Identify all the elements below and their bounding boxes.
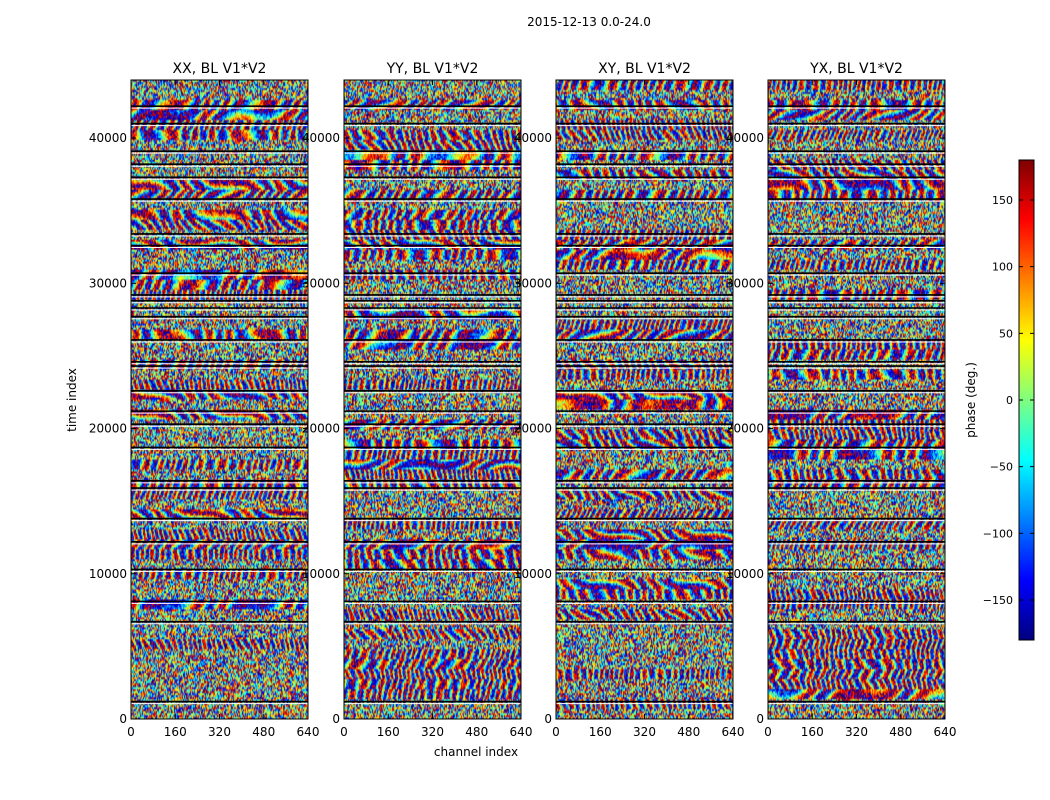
y-tick-label: 40000 <box>726 131 764 145</box>
y-tick-label: 40000 <box>89 131 127 145</box>
x-tick-label: 640 <box>297 725 320 739</box>
y-tick-label: 10000 <box>302 567 340 581</box>
colorbar-label: phase (deg.) <box>964 362 978 438</box>
x-tick-label: 640 <box>934 725 957 739</box>
colorbar-tick-label: 100 <box>992 261 1013 274</box>
figure-suptitle: 2015-12-13 0.0-24.0 <box>527 15 651 29</box>
x-tick-label: 320 <box>208 725 231 739</box>
x-axis-label: channel index <box>434 745 518 759</box>
x-tick-label: 160 <box>801 725 824 739</box>
x-tick-label: 0 <box>552 725 560 739</box>
panel-1: YY, BL V1*V2 0 160 320 480 640 0 10000 20000 3000… <box>302 61 533 739</box>
heatmap-image-2 <box>556 80 733 719</box>
y-axis-label: time index <box>65 368 79 432</box>
panel-3: YX, BL V1*V2 0 160 320 480 640 0 10000 20000 3000… <box>726 61 957 739</box>
panel-title: XX, BL V1*V2 <box>173 61 267 77</box>
x-tick-label: 0 <box>764 725 772 739</box>
x-tick-label: 320 <box>845 725 868 739</box>
x-tick-label: 160 <box>377 725 400 739</box>
y-tick-label: 40000 <box>302 131 340 145</box>
colorbar-tick-label: −50 <box>990 461 1013 474</box>
colorbar-tick-label: −100 <box>983 527 1013 540</box>
y-tick-label: 30000 <box>514 276 552 290</box>
x-tick-label: 320 <box>633 725 656 739</box>
x-tick-label: 480 <box>677 725 700 739</box>
y-tick-label: 20000 <box>302 422 340 436</box>
heatmap-panels: XX, BL V1*V2 0 160 320 480 640 0 10000 20000 3000… <box>89 61 957 739</box>
y-tick-label: 20000 <box>514 422 552 436</box>
y-tick-label: 30000 <box>302 276 340 290</box>
colorbar: −150 −100 −50 0 50 100 150 <box>983 159 1035 641</box>
colorbar-tick-label: 0 <box>1006 394 1013 407</box>
x-tick-label: 0 <box>127 725 135 739</box>
y-tick-label: 10000 <box>514 567 552 581</box>
x-tick-label: 320 <box>421 725 444 739</box>
panel-title: XY, BL V1*V2 <box>598 61 691 77</box>
heatmap-image-3 <box>768 80 945 719</box>
x-tick-label: 480 <box>465 725 488 739</box>
y-tick-label: 10000 <box>89 567 127 581</box>
y-tick-label: 0 <box>756 712 764 726</box>
x-tick-label: 480 <box>889 725 912 739</box>
panel-0: XX, BL V1*V2 0 160 320 480 640 0 10000 20000 3000… <box>89 61 320 739</box>
y-tick-label: 0 <box>544 712 552 726</box>
colorbar-tick-label: 150 <box>992 194 1013 207</box>
y-tick-label: 20000 <box>89 422 127 436</box>
heatmap-image-0 <box>131 80 308 719</box>
y-tick-label: 40000 <box>514 131 552 145</box>
x-tick-label: 160 <box>589 725 612 739</box>
x-tick-label: 640 <box>510 725 533 739</box>
colorbar-tick-label: −150 <box>983 594 1013 607</box>
heatmap-image-1 <box>344 80 521 719</box>
colorbar-tick-label: 50 <box>999 327 1013 340</box>
panel-title: YX, BL V1*V2 <box>809 61 903 77</box>
x-tick-label: 160 <box>164 725 187 739</box>
y-tick-label: 10000 <box>726 567 764 581</box>
y-tick-label: 20000 <box>726 422 764 436</box>
x-tick-label: 480 <box>252 725 275 739</box>
x-tick-label: 640 <box>722 725 745 739</box>
y-tick-label: 30000 <box>89 276 127 290</box>
y-tick-label: 0 <box>119 712 127 726</box>
y-tick-label: 0 <box>332 712 340 726</box>
panel-title: YY, BL V1*V2 <box>386 61 479 77</box>
y-tick-label: 30000 <box>726 276 764 290</box>
x-tick-label: 0 <box>340 725 348 739</box>
panel-2: XY, BL V1*V2 0 160 320 480 640 0 10000 20000 3000… <box>514 61 745 739</box>
